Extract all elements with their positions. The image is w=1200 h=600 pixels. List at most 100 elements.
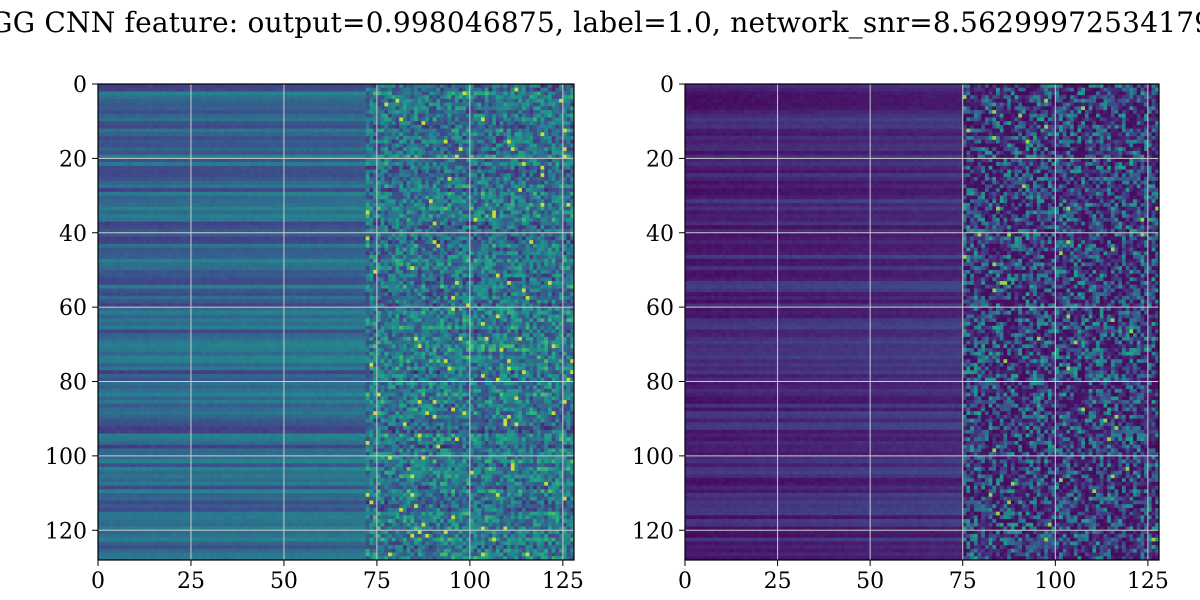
- heatmap-cell: [536, 221, 541, 226]
- heatmap-cell: [339, 176, 344, 182]
- heatmap-cell: [272, 139, 277, 144]
- heatmap-cell: [291, 206, 296, 211]
- heatmap-cell: [265, 206, 270, 211]
- heatmap-cell: [347, 154, 352, 159]
- heatmap-cell: [514, 136, 519, 141]
- heatmap-cell: [354, 128, 359, 133]
- heatmap-cell: [257, 139, 262, 144]
- heatmap-cell: [388, 214, 393, 219]
- heatmap-cell: [228, 195, 233, 200]
- heatmap-cell: [536, 95, 541, 100]
- heatmap-cell: [298, 184, 303, 189]
- heatmap-cell: [518, 176, 523, 182]
- heatmap-cell: [276, 121, 281, 126]
- heatmap-cell: [369, 106, 374, 111]
- heatmap-cell: [246, 210, 251, 215]
- heatmap-cell: [269, 91, 274, 96]
- heatmap-cell: [172, 113, 177, 118]
- heatmap-cell: [109, 165, 114, 170]
- heatmap-cell: [280, 132, 285, 137]
- heatmap-cell: [138, 98, 143, 103]
- heatmap-cell: [287, 132, 292, 137]
- heatmap-cell: [105, 217, 110, 222]
- heatmap-cell: [157, 165, 162, 170]
- heatmap-cell: [272, 162, 277, 167]
- heatmap-cell: [306, 124, 311, 129]
- heatmap-cell: [536, 206, 541, 211]
- heatmap-cell: [529, 214, 534, 219]
- heatmap-cell: [280, 191, 285, 196]
- heatmap-cell: [336, 91, 341, 96]
- heatmap-cell: [414, 158, 419, 163]
- heatmap-cell: [291, 110, 296, 115]
- heatmap-cell: [105, 214, 110, 219]
- heatmap-cell: [410, 195, 415, 200]
- heatmap-cell: [235, 217, 240, 222]
- heatmap-cell: [183, 121, 188, 126]
- heatmap-cell: [157, 113, 162, 118]
- heatmap-cell: [187, 188, 192, 193]
- heatmap-cell: [336, 121, 341, 126]
- heatmap-cell: [477, 95, 482, 100]
- heatmap-cell: [272, 221, 277, 226]
- heatmap-cell: [402, 154, 408, 159]
- heatmap-cell: [153, 121, 158, 126]
- heatmap-cell: [243, 117, 248, 122]
- heatmap-cell: [302, 110, 307, 115]
- heatmap-cell: [265, 217, 270, 222]
- heatmap-cell: [570, 173, 575, 178]
- heatmap-cell: [484, 221, 489, 226]
- heatmap-cell: [272, 87, 277, 92]
- heatmap-cell: [302, 191, 307, 196]
- heatmap-cell: [179, 150, 184, 156]
- heatmap-cell: [187, 176, 192, 182]
- heatmap-cell: [217, 206, 222, 211]
- heatmap-cell: [287, 98, 292, 103]
- heatmap-cell: [261, 87, 266, 92]
- heatmap-cell: [533, 91, 538, 96]
- heatmap-cell: [551, 184, 556, 189]
- heatmap-cell: [309, 98, 315, 103]
- heatmap-cell: [231, 221, 236, 226]
- heatmap-cell: [455, 221, 460, 226]
- heatmap-cell: [187, 169, 192, 174]
- heatmap-cell: [369, 143, 374, 148]
- heatmap-cell: [168, 195, 173, 200]
- heatmap-cell: [202, 98, 207, 103]
- heatmap-cell: [332, 217, 337, 222]
- heatmap-cell: [198, 132, 203, 137]
- heatmap-cell: [179, 225, 184, 230]
- heatmap-cell: [280, 180, 285, 185]
- heatmap-cell: [343, 199, 348, 204]
- heatmap-cell: [109, 84, 114, 89]
- heatmap-cell: [365, 217, 370, 222]
- heatmap-cell: [343, 176, 348, 182]
- heatmap-cell: [194, 217, 199, 222]
- heatmap-cell: [499, 84, 504, 89]
- heatmap-cell: [440, 221, 445, 226]
- heatmap-cell: [109, 158, 114, 163]
- heatmap-cell: [376, 191, 381, 196]
- heatmap-cell: [362, 214, 367, 219]
- heatmap-cell: [324, 173, 329, 178]
- heatmap-cell: [283, 180, 289, 185]
- heatmap-cell: [544, 132, 549, 137]
- heatmap-cell: [533, 225, 538, 230]
- heatmap-cell: [135, 87, 140, 92]
- heatmap-cell: [224, 173, 229, 178]
- heatmap-cell: [428, 136, 434, 141]
- heatmap-cell: [455, 91, 460, 96]
- heatmap-cell: [466, 117, 471, 122]
- heatmap-cell: [146, 139, 151, 144]
- heatmap-cell: [425, 188, 430, 193]
- heatmap-cell: [179, 91, 184, 96]
- heatmap-cell: [228, 176, 233, 182]
- heatmap-cell: [455, 150, 460, 156]
- heatmap-cell: [298, 91, 303, 96]
- heatmap-cell: [98, 158, 103, 163]
- heatmap-cell: [347, 136, 352, 141]
- heatmap-cell: [458, 217, 463, 222]
- heatmap-cell: [402, 158, 408, 163]
- heatmap-cell: [399, 84, 404, 89]
- heatmap-cell: [202, 128, 207, 133]
